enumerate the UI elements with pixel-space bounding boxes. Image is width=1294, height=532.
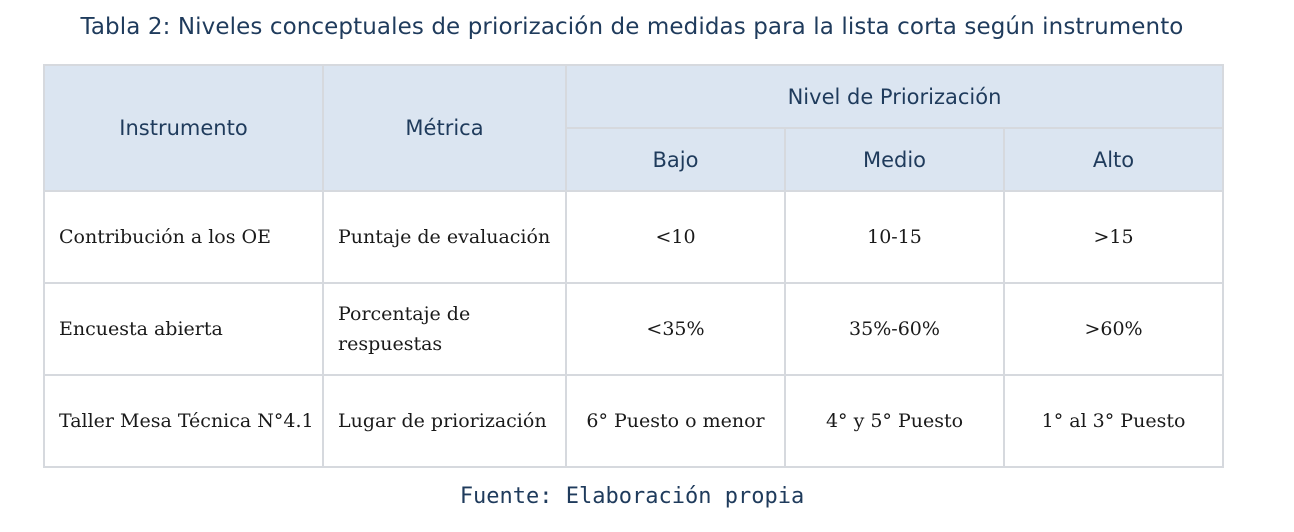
cell-metrica: Lugar de priorización xyxy=(322,374,567,468)
cell-alto: >60% xyxy=(1002,282,1225,376)
cell-bajo: <35% xyxy=(565,282,786,376)
table-container: Instrumento Métrica Nivel de Priorizació… xyxy=(43,64,1225,468)
header-alto: Alto xyxy=(1002,127,1225,192)
table-row: Taller Mesa Técnica N°4.1 Lugar de prior… xyxy=(43,374,1225,468)
header-metrica: Métrica xyxy=(322,64,567,192)
cell-metrica: Porcentaje de respuestas xyxy=(322,282,567,376)
cell-instrumento: Taller Mesa Técnica N°4.1 xyxy=(43,374,324,468)
header-bajo: Bajo xyxy=(565,127,786,192)
cell-instrumento: Contribución a los OE xyxy=(43,190,324,284)
cell-instrumento: Encuesta abierta xyxy=(43,282,324,376)
header-instrumento: Instrumento xyxy=(43,64,324,192)
header-medio: Medio xyxy=(784,127,1005,192)
prioritization-table: Instrumento Métrica Nivel de Priorizació… xyxy=(43,64,1225,468)
cell-bajo: <10 xyxy=(565,190,786,284)
cell-alto: 1° al 3° Puesto xyxy=(1002,374,1225,468)
cell-bajo: 6° Puesto o menor xyxy=(565,374,786,468)
cell-medio: 35%-60% xyxy=(784,282,1005,376)
cell-metrica: Puntaje de evaluación xyxy=(322,190,567,284)
cell-medio: 10-15 xyxy=(784,190,1005,284)
table-source: Fuente: Elaboración propia xyxy=(459,484,805,509)
cell-alto: >15 xyxy=(1002,190,1225,284)
table-caption: Tabla 2: Niveles conceptuales de prioriz… xyxy=(80,14,1184,40)
table-row: Encuesta abierta Porcentaje de respuesta… xyxy=(43,282,1225,376)
table-row: Contribución a los OE Puntaje de evaluac… xyxy=(43,190,1225,284)
header-row-1: Instrumento Métrica Nivel de Priorizació… xyxy=(43,64,1225,192)
cell-medio: 4° y 5° Puesto xyxy=(784,374,1005,468)
header-row-2: Bajo Medio Alto xyxy=(44,127,1225,192)
header-nivel-priorizacion: Nivel de Priorización xyxy=(564,64,1225,129)
